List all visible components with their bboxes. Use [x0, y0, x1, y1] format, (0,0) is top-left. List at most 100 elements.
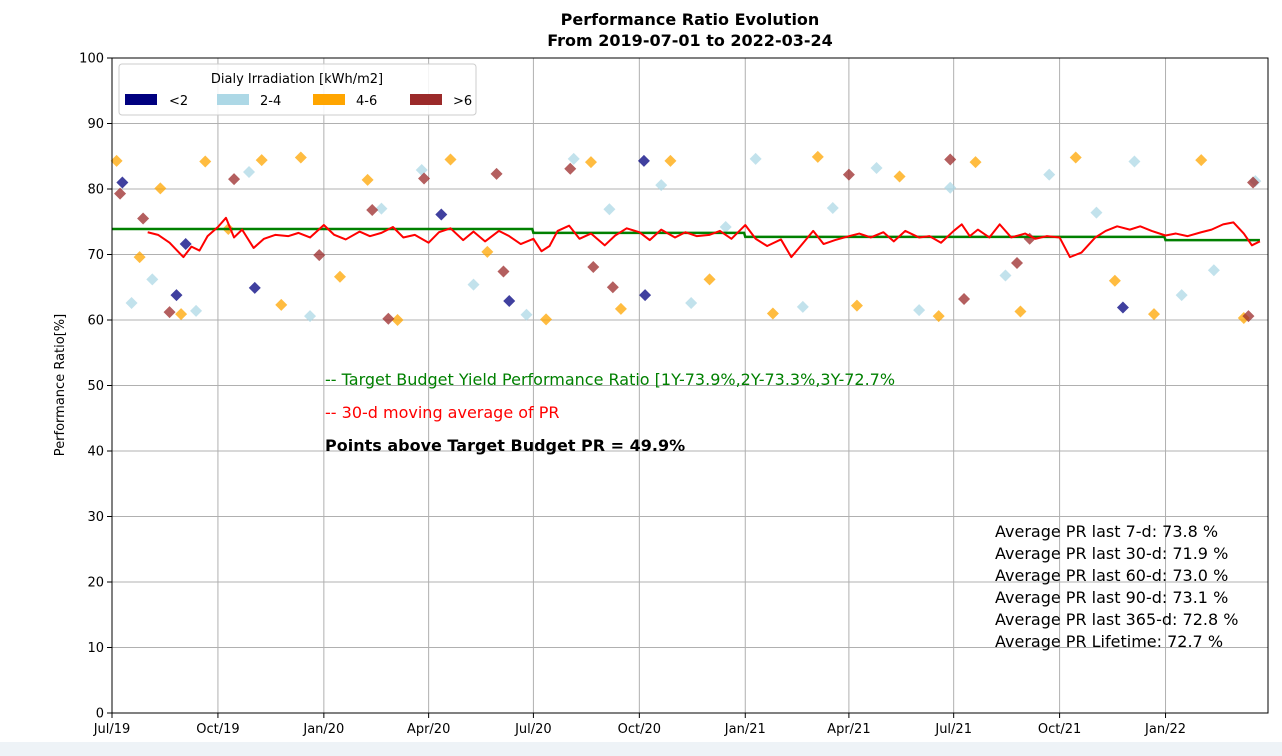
scatter-point	[587, 260, 600, 273]
scatter-point	[375, 202, 388, 215]
scatter-point	[503, 295, 516, 308]
scatter-point	[893, 170, 906, 183]
scatter-point	[944, 153, 957, 166]
axis-ticks: 0 10 20 30 40 50 60 70 80 90 100 Jul/19 Oct/19 Jan/20…	[79, 52, 1186, 738]
scatter-point	[133, 251, 146, 264]
scatter-point	[932, 310, 945, 323]
scatter-point	[796, 300, 809, 313]
average-7d: Average PR last 7-d: 73.8 %	[995, 522, 1218, 541]
y-tick-label: 20	[87, 576, 104, 591]
y-tick-label: 10	[87, 641, 104, 656]
scatter-point	[999, 269, 1012, 282]
scatter-point	[146, 273, 159, 286]
series-lines	[112, 216, 1261, 259]
scatter-point	[958, 293, 971, 306]
scatter-point	[842, 168, 855, 181]
scatter-point	[826, 201, 839, 214]
y-tick-label: 60	[87, 314, 104, 329]
scatter-point	[639, 289, 652, 302]
scatter-point	[304, 310, 317, 323]
x-tick-label: Jan/20	[302, 722, 344, 737]
scatter-point	[481, 245, 494, 258]
scatter-point	[275, 298, 288, 311]
scatter-point	[944, 181, 957, 194]
scatter-point	[811, 150, 824, 163]
average-30d: Average PR last 30-d: 71.9 %	[995, 544, 1228, 563]
scatter-point	[870, 162, 883, 175]
scatter-points	[110, 150, 1262, 326]
scatter-point	[110, 154, 123, 167]
scatter-point	[664, 154, 677, 167]
scatter-point	[415, 164, 428, 177]
moving-average-line	[147, 216, 1261, 259]
legend-swatch-2-4	[217, 94, 249, 105]
legend-box	[118, 63, 477, 116]
scatter-point	[603, 203, 616, 216]
scatter-point	[294, 151, 307, 164]
y-tick-label: 0	[96, 707, 104, 722]
annotation-target-line: -- Target Budget Yield Performance Ratio…	[325, 370, 895, 389]
scatter-point	[567, 152, 580, 165]
y-tick-label: 30	[87, 510, 104, 525]
x-tick-label: Apr/21	[827, 722, 870, 737]
scatter-point	[497, 265, 510, 278]
annotation-points-above: Points above Target Budget PR = 49.9%	[325, 436, 685, 455]
scatter-point	[703, 273, 716, 286]
scatter-point	[391, 314, 404, 326]
scatter-point	[1195, 154, 1208, 167]
y-tick-label: 50	[87, 379, 104, 394]
legend-swatch-lt2	[125, 94, 157, 105]
scatter-point	[1010, 257, 1023, 270]
scatter-point	[444, 153, 457, 166]
scatter-point	[418, 172, 431, 185]
legend-swatch-gt6	[410, 94, 442, 105]
average-90d: Average PR last 90-d: 73.1 %	[995, 588, 1228, 607]
x-tick-label: Apr/20	[407, 722, 450, 737]
y-tick-label: 80	[87, 183, 104, 198]
scatter-point	[228, 173, 241, 186]
scatter-point	[1116, 301, 1129, 314]
scatter-point	[540, 313, 553, 326]
scatter-point	[1014, 305, 1027, 318]
scatter-point	[1090, 206, 1103, 219]
chart-title: Performance Ratio Evolution	[561, 10, 820, 29]
x-tick-label: Jan/21	[724, 722, 766, 737]
scatter-point	[1242, 310, 1255, 323]
x-tick-label: Oct/21	[1038, 722, 1081, 737]
x-tick-label: Jul/21	[934, 722, 972, 737]
scatter-point	[1128, 155, 1141, 168]
legend-label-4-6: 4-6	[356, 94, 377, 109]
x-tick-label: Oct/20	[618, 722, 661, 737]
x-tick-label: Jul/20	[514, 722, 552, 737]
scatter-point	[154, 182, 167, 195]
scatter-point	[766, 307, 779, 320]
average-lifetime: Average PR Lifetime: 72.7 %	[995, 632, 1223, 651]
scatter-point	[1148, 308, 1161, 321]
legend-label-gt6: >6	[453, 94, 472, 109]
scatter-point	[313, 249, 326, 262]
scatter-point	[255, 154, 268, 167]
scatter-point	[435, 208, 448, 221]
scatter-point	[685, 296, 698, 309]
scatter-point	[719, 220, 732, 233]
scatter-point	[584, 156, 597, 169]
window-bottom-strip	[0, 742, 1282, 756]
x-tick-label: Jul/19	[93, 722, 131, 737]
scatter-point	[163, 306, 176, 319]
scatter-point	[170, 289, 183, 302]
scatter-point	[116, 176, 129, 189]
target-budget-line	[112, 227, 1260, 242]
scatter-point	[248, 281, 261, 294]
chart-subtitle: From 2019-07-01 to 2022-03-24	[547, 31, 833, 50]
scatter-point	[333, 270, 346, 283]
scatter-point	[114, 187, 127, 200]
legend-title: Dialy Irradiation [kWh/m2]	[211, 72, 383, 87]
scatter-point	[199, 155, 212, 168]
scatter-point	[179, 238, 192, 251]
scatter-point	[1069, 151, 1082, 164]
y-tick-label: 90	[87, 117, 104, 132]
scatter-point	[614, 302, 627, 315]
scatter-point	[1175, 289, 1188, 302]
annotation-moving-average: -- 30-d moving average of PR	[325, 403, 560, 422]
